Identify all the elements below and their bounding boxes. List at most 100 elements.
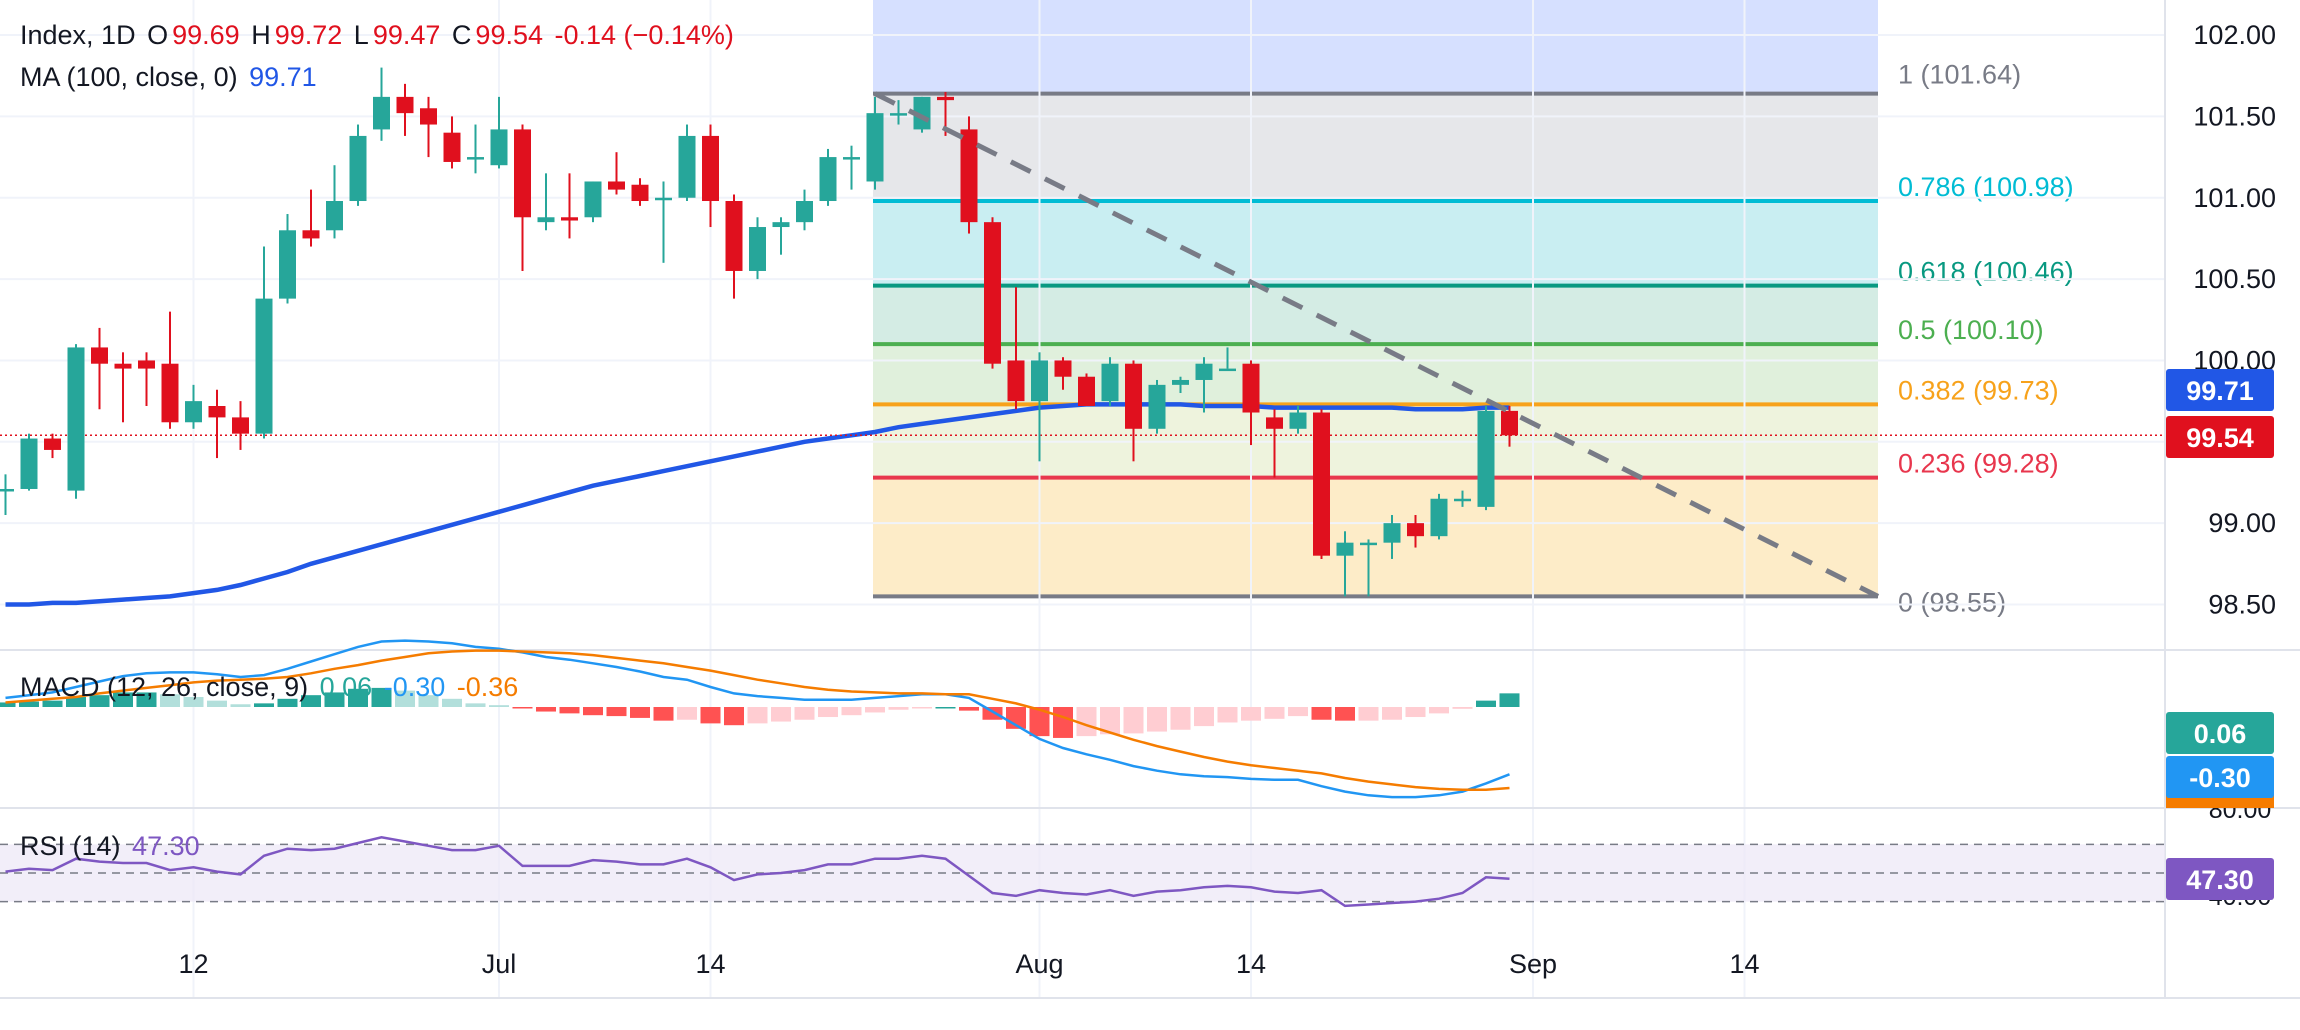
macd-hist-bar [1100, 707, 1120, 735]
candle-body [1148, 384, 1166, 429]
macd-hist-bar [465, 703, 486, 707]
macd-hist-bar [136, 692, 157, 707]
candle-body [890, 113, 907, 116]
macd-hist-bar [888, 707, 909, 710]
candle-body [702, 135, 719, 202]
candle [420, 96, 437, 158]
macd-hist-bar [583, 707, 603, 716]
macd-hist-bar [1076, 707, 1097, 737]
candle [1477, 406, 1495, 511]
rsi-tag-bg [2166, 858, 2274, 900]
candle [44, 433, 61, 459]
candle [67, 344, 85, 499]
price-axis[interactable]: 98.5099.00100.00100.50101.00101.50102.00… [2166, 20, 2276, 911]
candle-body [866, 113, 884, 182]
macd-hist-bar [677, 707, 697, 720]
candle [631, 178, 649, 206]
ma-price-tag: 99.71 [2166, 369, 2274, 411]
candle [326, 165, 343, 239]
candle-body [1101, 363, 1119, 402]
candle-body [1078, 376, 1095, 407]
macd-hist-bar [700, 707, 721, 724]
current-price-tag: 99.54 [2166, 416, 2274, 458]
price-tick-label: 100.50 [2193, 264, 2276, 294]
open-value: 99.69 [172, 20, 240, 50]
macd-hist-bar [1311, 707, 1332, 720]
candle-body [631, 184, 649, 202]
candle-body [1125, 363, 1142, 429]
time-tick-label: 12 [178, 949, 208, 979]
candle-body [349, 135, 367, 202]
low-label: L [353, 20, 369, 50]
macd-hist-bar [160, 694, 180, 707]
candle-body [772, 222, 790, 228]
macd-hist-bar [653, 707, 674, 721]
candle-body [1195, 363, 1213, 380]
macd-line [5, 639, 1510, 799]
fibonacci-retracement[interactable]: 1 (101.64)0.786 (100.98)0.618 (100.46)0.… [873, 0, 2074, 617]
candle [114, 352, 132, 423]
macd-hist-bar [371, 687, 392, 707]
candle [232, 401, 249, 450]
candle-body [1336, 542, 1354, 556]
candle [1407, 515, 1424, 548]
macd-hist-bar [724, 707, 744, 726]
candle-body [796, 201, 813, 223]
candle-body [1501, 410, 1518, 436]
macd-hist-bar [277, 698, 298, 707]
candle-body [326, 201, 343, 231]
macd-hist-bar [1029, 707, 1050, 737]
candle [749, 217, 766, 280]
candle [1148, 379, 1166, 434]
price-tick-label: 101.00 [2193, 183, 2276, 213]
ma-price-tag-text: 99.71 [2186, 376, 2254, 406]
candle-body [584, 181, 602, 218]
high-label: H [251, 20, 271, 50]
macd-tag-bg [2166, 712, 2274, 754]
time-tick-label: 14 [695, 949, 725, 979]
candle-body [1007, 360, 1025, 402]
price-tick-label: 98.50 [2208, 590, 2276, 620]
candle [302, 189, 320, 247]
candle-body [255, 298, 273, 434]
candle-body [937, 96, 954, 101]
time-tick-label: 14 [1729, 949, 1759, 979]
candle-body [1172, 379, 1189, 385]
low-value: 99.47 [372, 20, 441, 50]
macd-hist-bar [1405, 707, 1426, 718]
candle-body [514, 129, 531, 218]
candle-body [1054, 360, 1072, 377]
time-axis[interactable]: 12 Jul 14 Aug 14 Sep 14 [178, 949, 1759, 979]
candle [796, 189, 813, 231]
price-tick-label: 102.00 [2193, 20, 2276, 50]
macd-hist-bar [301, 695, 321, 707]
candle [1383, 515, 1401, 559]
candle [866, 96, 884, 190]
candle [1101, 357, 1119, 407]
macd-hist-bar [841, 707, 862, 716]
macd-hist-bar [183, 696, 204, 707]
price-tick-label: 99.00 [2208, 508, 2276, 538]
candle-body [561, 217, 578, 221]
fib-label-0-236: 0.236 (99.28) [1898, 449, 2059, 479]
candle-body [608, 181, 625, 190]
symbol-label: Index, 1D [20, 20, 136, 50]
macd-hist-bar [536, 707, 556, 712]
rsi-legend: RSI (14) 47.30 [20, 831, 204, 862]
macd-hist-bar [348, 688, 368, 707]
rsi-label: RSI (14) [20, 831, 121, 861]
candle-body [185, 401, 202, 423]
macd-hist-bar [254, 703, 274, 707]
candle [655, 181, 672, 263]
candle-body [1242, 363, 1260, 413]
candle-body [1313, 412, 1330, 556]
time-tick-label: Sep [1509, 949, 1557, 979]
close-value: 99.54 [475, 20, 543, 50]
candle-body [678, 135, 696, 198]
candle-body [537, 217, 555, 223]
grid-lines [0, 0, 2300, 999]
macd-hist-bar [1452, 707, 1473, 709]
macd-hist-bar [959, 707, 979, 711]
ma-price-tag-bg [2166, 369, 2274, 411]
